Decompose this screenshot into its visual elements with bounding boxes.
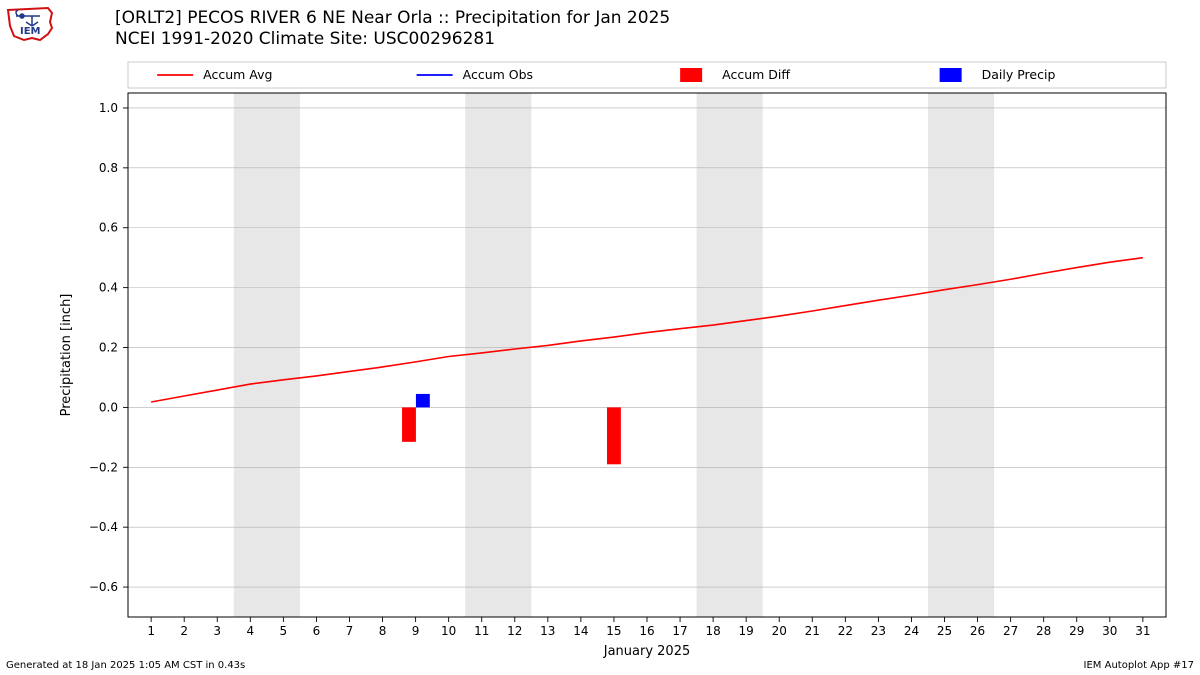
svg-text:29: 29 <box>1069 624 1084 638</box>
svg-text:8: 8 <box>379 624 387 638</box>
svg-text:11: 11 <box>474 624 489 638</box>
svg-text:18: 18 <box>705 624 720 638</box>
svg-text:15: 15 <box>606 624 621 638</box>
legend-label: Daily Precip <box>982 67 1056 82</box>
footer-app: IEM Autoplot App #17 <box>1084 660 1194 671</box>
svg-text:−0.6: −0.6 <box>89 580 118 594</box>
svg-text:31: 31 <box>1135 624 1150 638</box>
svg-text:14: 14 <box>573 624 588 638</box>
y-axis-label: Precipitation [inch] <box>59 294 74 417</box>
svg-text:9: 9 <box>412 624 420 638</box>
svg-text:20: 20 <box>772 624 787 638</box>
svg-text:17: 17 <box>672 624 687 638</box>
svg-text:16: 16 <box>639 624 654 638</box>
svg-text:0.4: 0.4 <box>99 281 118 295</box>
legend-label: Accum Obs <box>463 67 533 82</box>
svg-text:28: 28 <box>1036 624 1051 638</box>
svg-text:5: 5 <box>280 624 288 638</box>
precip-chart: Accum Avg Accum Obs Accum Diff Daily Precip… <box>0 0 1200 675</box>
svg-text:26: 26 <box>970 624 985 638</box>
svg-text:−0.4: −0.4 <box>89 520 118 534</box>
svg-text:23: 23 <box>871 624 886 638</box>
svg-text:10: 10 <box>441 624 456 638</box>
svg-text:19: 19 <box>739 624 754 638</box>
svg-text:30: 30 <box>1102 624 1117 638</box>
svg-text:21: 21 <box>805 624 820 638</box>
svg-text:24: 24 <box>904 624 919 638</box>
svg-text:0.8: 0.8 <box>99 161 118 175</box>
svg-text:12: 12 <box>507 624 522 638</box>
svg-text:2: 2 <box>180 624 188 638</box>
svg-text:0.2: 0.2 <box>99 341 118 355</box>
svg-text:0.0: 0.0 <box>99 400 118 414</box>
svg-text:25: 25 <box>937 624 952 638</box>
svg-text:1: 1 <box>147 624 155 638</box>
svg-text:22: 22 <box>838 624 853 638</box>
svg-text:1.0: 1.0 <box>99 101 118 115</box>
svg-text:3: 3 <box>213 624 221 638</box>
legend-label: Accum Diff <box>722 67 790 82</box>
svg-text:6: 6 <box>313 624 321 638</box>
svg-text:4: 4 <box>246 624 254 638</box>
svg-text:13: 13 <box>540 624 555 638</box>
footer-generated: Generated at 18 Jan 2025 1:05 AM CST in … <box>6 660 245 671</box>
svg-text:0.6: 0.6 <box>99 221 118 235</box>
x-axis-label: January 2025 <box>603 644 691 659</box>
svg-text:−0.2: −0.2 <box>89 460 118 474</box>
legend-label: Accum Avg <box>203 67 272 82</box>
svg-text:7: 7 <box>346 624 354 638</box>
svg-text:27: 27 <box>1003 624 1018 638</box>
